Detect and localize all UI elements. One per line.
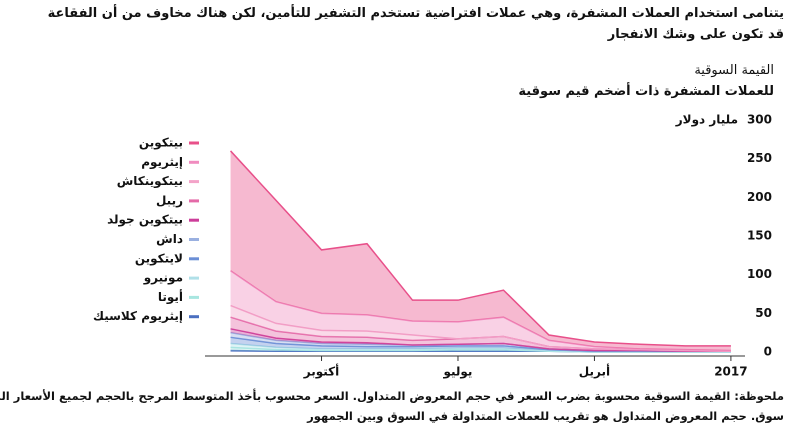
- x-tick-label: أبريل: [579, 364, 610, 379]
- legend-label: بيتكوينكاش: [117, 174, 183, 189]
- note-line: سوق. حجم المعروض المتداول هو تقريب للعمل…: [307, 409, 784, 423]
- chart-subtitle: للعملات المشفرة ذات أضخم قيم سوقية: [518, 84, 774, 99]
- area: [230, 150, 731, 351]
- y-tick-label: 150: [747, 229, 772, 243]
- legend-label: ريبل: [156, 193, 183, 207]
- y-tick-label: 250: [747, 151, 772, 165]
- y-tick-label: 0: [764, 345, 772, 359]
- chart-title: القيمة السوقية: [694, 63, 774, 78]
- x-tick-label: أكتوبر: [303, 364, 339, 380]
- y-unit: مليار دولار: [675, 113, 738, 128]
- y-tick-label: 100: [747, 267, 772, 281]
- y-tick-label: 300: [747, 113, 772, 127]
- legend-label: لايتكوين: [135, 251, 183, 266]
- legend-label: مونيرو: [143, 271, 183, 286]
- y-tick-label: 200: [747, 190, 772, 204]
- area: [230, 343, 731, 352]
- area-line: [230, 342, 731, 353]
- note-line: ملحوظة: القيمة السوقية محسوبة بضرب السعر…: [0, 389, 784, 403]
- y-tick-label: 50: [755, 306, 772, 320]
- legend-label: بيتكوين: [139, 136, 183, 151]
- area-line: [230, 304, 731, 352]
- header-line: يتنامى استخدام العملات المشفرة، وهي عملا…: [47, 6, 784, 21]
- header-line: قد تكون على وشك الانفجار: [607, 27, 784, 42]
- legend-label: بيتكوين جولد: [107, 213, 183, 228]
- area-line: [230, 328, 731, 352]
- legend-label: إيثريوم: [141, 155, 183, 170]
- area: [230, 270, 731, 352]
- x-tick-label: 2017: [714, 365, 747, 379]
- x-tick-label: يوليو: [442, 365, 472, 380]
- area: [230, 337, 731, 352]
- area-line: [229, 150, 731, 347]
- legend-label: أيوتا: [158, 289, 183, 305]
- legend-label: داش: [156, 232, 183, 246]
- area-line: [230, 270, 731, 352]
- legend-label: إيثريوم كلاسيك: [93, 309, 183, 324]
